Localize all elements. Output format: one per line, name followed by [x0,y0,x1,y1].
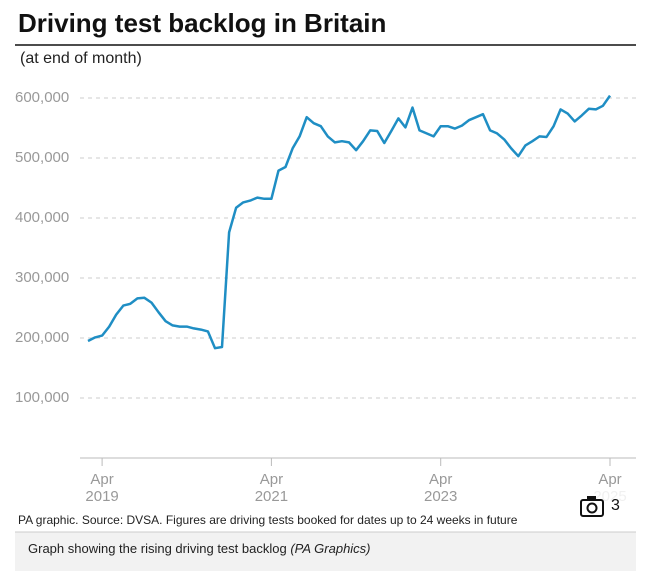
y-tick-label: 400,000 [15,209,69,226]
x-tick-label-line: Apr [260,471,283,488]
caption-box [15,532,636,571]
data-line [87,94,612,350]
camera-lens [586,502,598,514]
x-tick-label-line: 2023 [424,488,457,505]
x-tick-label: Apr 2019 [85,471,118,505]
x-tick-label-line: 2021 [255,488,288,505]
x-tick-label-line: Apr [90,471,113,488]
x-tick-label-line: Apr [429,471,452,488]
caption-credit: (PA Graphics) [290,541,370,556]
x-tick-label: Apr 2023 [424,471,457,505]
x-tick-label: Apr 2021 [255,471,288,505]
y-tick-label: 500,000 [15,149,69,166]
y-tick-label: 200,000 [15,329,69,346]
chart-title: Driving test backlog in Britain [18,8,386,38]
gallery-button[interactable]: 3 [571,489,631,523]
y-tick-label: 600,000 [15,89,69,106]
y-tick-label: 100,000 [15,389,69,406]
gallery-count: 3 [611,497,620,514]
camera-icon-top [587,496,596,501]
caption-text: Graph showing the rising driving test ba… [28,541,287,556]
x-tick-label-line: 2019 [85,488,118,505]
chart-source: PA graphic. Source: DVSA. Figures are dr… [18,513,518,527]
y-tick-label: 300,000 [15,269,69,286]
x-tick-label-line: Apr [598,471,621,488]
chart-subtitle: (at end of month) [20,50,142,67]
caption: Graph showing the rising driving test ba… [28,541,371,556]
